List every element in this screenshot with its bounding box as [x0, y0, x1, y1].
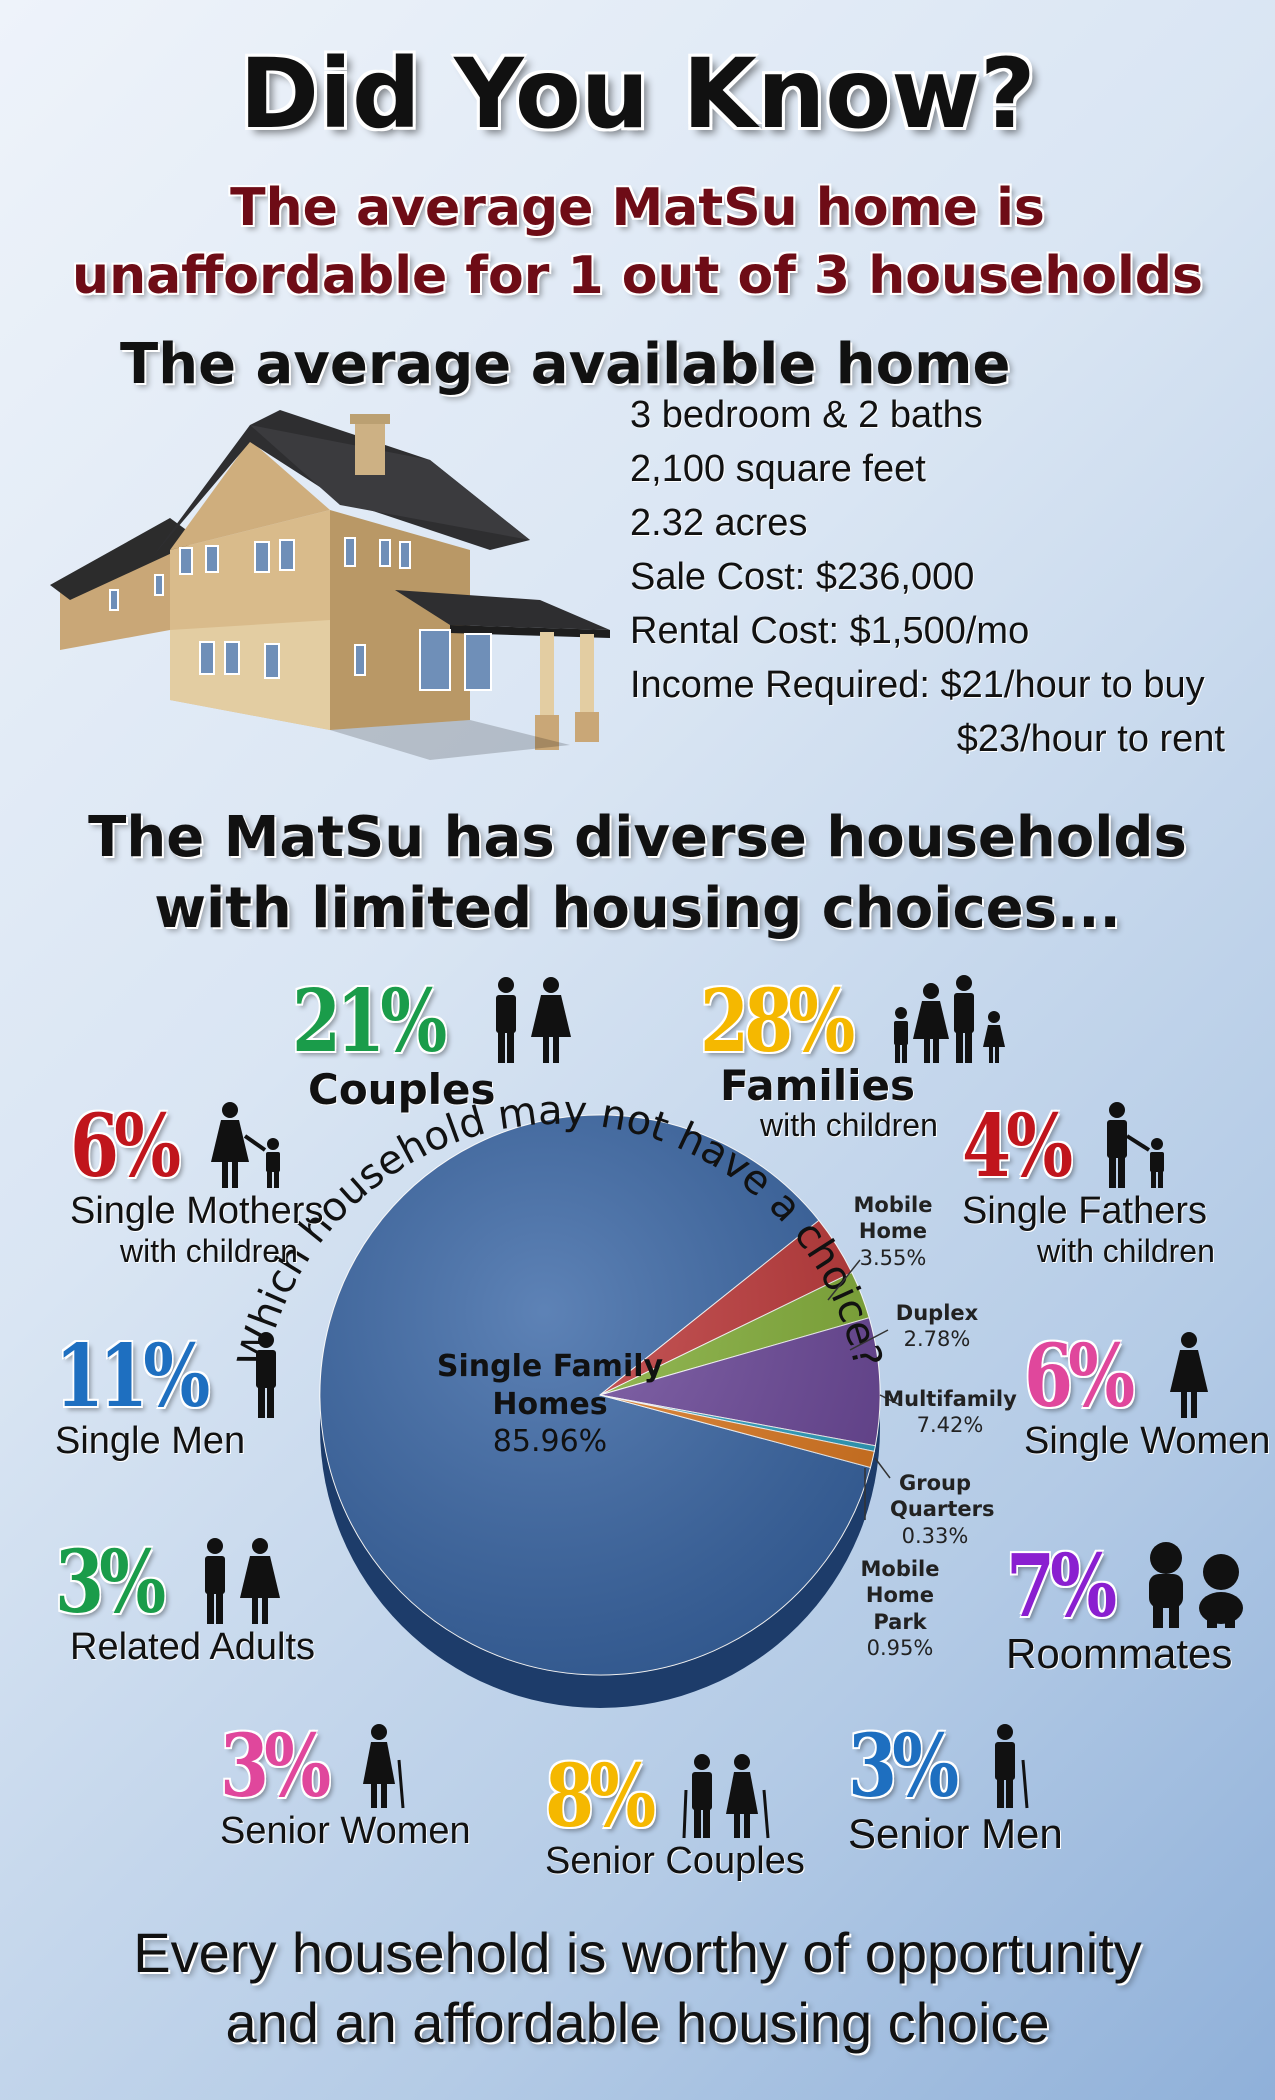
senior-man-icon — [994, 1724, 1029, 1809]
label-roommates: Roommates — [1006, 1630, 1233, 1677]
label-related-adults: Related Adults — [70, 1626, 316, 1668]
home-spec-rental-cost: Rental Cost: $1,500/mo — [630, 610, 1030, 652]
household-related-adults: 3% Related Adults — [55, 1536, 315, 1669]
label-single-women: Single Women — [1024, 1420, 1271, 1462]
household-single-women: 6% Single Women — [1024, 1330, 1270, 1463]
page-title: Did You Know? — [239, 38, 1036, 150]
home-spec-income-buy: Income Required: $21/hour to buy — [630, 664, 1205, 706]
home-spec-income-rent: $23/hour to rent — [956, 718, 1225, 760]
pct-senior-men: 3% — [848, 1716, 959, 1817]
household-single-men: 11% Single Men — [55, 1330, 289, 1463]
senior-couple-icon — [682, 1754, 770, 1839]
footer-line1: Every household is worthy of opportunity — [133, 1921, 1142, 1984]
label-families: Families — [720, 1061, 916, 1110]
home-spec-acres: 2.32 acres — [630, 502, 808, 544]
households-heading-line2: with limited housing choices... — [154, 876, 1121, 941]
slice-label-mobile-home-park: Mobile Home Park 0.95% — [830, 1556, 970, 1661]
pct-families: 28% — [700, 971, 855, 1072]
pct-couples: 21% — [292, 971, 447, 1072]
slice-value-mobile-home: 3.55% — [859, 1245, 927, 1270]
slice-name-mobile-home: Mobile Home — [853, 1193, 933, 1244]
household-couples: 21% Couples — [292, 975, 581, 1114]
slice-label-group-quarters: Group Quarters 0.33% — [880, 1470, 995, 1549]
label-single-fathers: Single Fathers — [962, 1190, 1208, 1232]
pct-single-men: 11% — [55, 1326, 210, 1427]
subtitle-line2: unaffordable for 1 out of 3 households — [72, 246, 1203, 306]
label-single-mothers: Single Mothers — [70, 1190, 324, 1232]
slice-value-single-family: 85.96% — [492, 1424, 608, 1459]
slice-name-group-quarters: Group Quarters — [890, 1471, 995, 1522]
household-senior-couples: 8% Senior Couples — [545, 1750, 805, 1883]
woman-icon — [1169, 1332, 1208, 1418]
senior-woman-icon — [362, 1724, 405, 1809]
slice-name-multifamily: Multifamily — [883, 1387, 1017, 1411]
sublabel-single-fathers: with children — [1037, 1233, 1215, 1269]
pct-senior-couples: 8% — [545, 1746, 656, 1847]
father-child-icon — [1106, 1102, 1164, 1188]
family-icon — [893, 975, 1005, 1063]
slice-label-single-family: Single Family Homes 85.96% — [420, 1348, 680, 1461]
slice-name-mobile-home-park: Mobile Home Park — [860, 1557, 940, 1634]
man-icon — [255, 1332, 276, 1418]
related-adults-icon — [204, 1538, 280, 1624]
mother-child-icon — [210, 1102, 280, 1188]
home-spec-sqft: 2,100 square feet — [630, 448, 926, 490]
footer-line2: and an affordable housing choice — [225, 1991, 1050, 2054]
home-spec-sale-cost: Sale Cost: $236,000 — [630, 556, 975, 598]
couple-icon — [495, 977, 571, 1063]
household-single-mothers: 6% Single Mothers with children — [70, 1100, 323, 1270]
slice-value-group-quarters: 0.33% — [901, 1523, 969, 1548]
household-senior-women: 3% Senior Women — [220, 1720, 471, 1853]
pct-related-adults: 3% — [55, 1532, 166, 1633]
slice-label-duplex: Duplex 2.78% — [882, 1300, 992, 1353]
slice-label-multifamily: Multifamily 7.42% — [880, 1386, 1020, 1439]
slice-name-single-family: Single Family Homes — [436, 1349, 664, 1422]
pct-single-fathers: 4% — [962, 1096, 1073, 1197]
slice-label-mobile-home: Mobile Home 3.55% — [838, 1192, 948, 1271]
slice-value-duplex: 2.78% — [903, 1327, 971, 1352]
label-senior-couples: Senior Couples — [545, 1840, 805, 1882]
pct-senior-women: 3% — [220, 1716, 331, 1817]
house-illustration — [50, 410, 610, 760]
slice-value-mobile-home-park: 0.95% — [866, 1635, 934, 1660]
sublabel-families: with children — [760, 1107, 938, 1143]
label-senior-men: Senior Men — [848, 1810, 1063, 1857]
pct-single-women: 6% — [1024, 1326, 1135, 1427]
subtitle-line1: The average MatSu home is — [230, 178, 1045, 238]
pct-single-mothers: 6% — [70, 1096, 181, 1197]
slice-value-multifamily: 7.42% — [916, 1413, 984, 1438]
pct-roommates: 7% — [1006, 1536, 1117, 1637]
footer-message: Every household is worthy of opportunity… — [0, 1918, 1275, 2058]
household-single-fathers: 4% Single Fathers with children — [962, 1100, 1215, 1270]
roommates-icon — [1148, 1542, 1243, 1628]
household-senior-men: 3% Senior Men — [848, 1720, 1063, 1858]
household-roommates: 7% Roommates — [1006, 1540, 1251, 1678]
home-heading: The average available home — [120, 332, 1011, 397]
label-single-men: Single Men — [55, 1420, 246, 1462]
home-spec-bedrooms: 3 bedroom & 2 baths — [630, 394, 983, 436]
label-senior-women: Senior Women — [220, 1810, 471, 1852]
sublabel-single-mothers: with children — [120, 1233, 298, 1269]
households-heading-line1: The MatSu has diverse households — [88, 805, 1187, 870]
slice-name-duplex: Duplex — [895, 1301, 979, 1325]
household-families: 28% Families with children — [700, 975, 1009, 1144]
label-couples: Couples — [308, 1065, 496, 1114]
